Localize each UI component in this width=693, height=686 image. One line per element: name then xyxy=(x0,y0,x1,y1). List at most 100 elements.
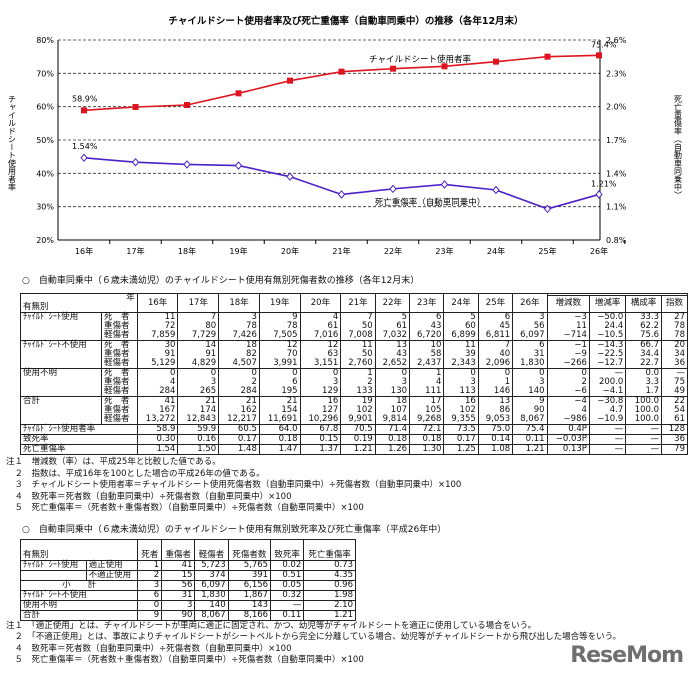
data-point xyxy=(596,52,602,59)
value-cell: 0.05 xyxy=(270,579,305,590)
data-point xyxy=(493,58,499,65)
row-sub-label: 重傷者 xyxy=(101,406,138,415)
value-cell: 75 xyxy=(661,378,688,387)
value-cell: — xyxy=(588,444,627,455)
value-cell: 1.48 xyxy=(218,444,260,455)
year-header: 19年 xyxy=(258,293,301,313)
row-label: ﾁｬｲﾙﾄﾞｼｰﾄ使用者率 xyxy=(20,424,138,435)
value-cell: — xyxy=(588,424,627,435)
y-left-tick-label: 60% xyxy=(36,103,54,112)
row-sub-label: 重傷者 xyxy=(101,378,138,387)
x-tick-label: 17年 xyxy=(126,246,144,256)
data-point xyxy=(80,153,88,163)
x-tick-label: 19年 xyxy=(229,246,247,256)
table1-notes: 注１ 増減数（率）は、平成25年と比較した値である。 ２ 指数は、平成16年を1… xyxy=(6,457,687,515)
value-cell: 0.73 xyxy=(303,559,356,570)
value-cell: 6,097 xyxy=(194,579,229,590)
value-cell: 90 xyxy=(161,609,196,621)
y-right-tick-label: 1.7% xyxy=(606,136,627,145)
table-row: 使用不明死 者 0 0 0 0 0 1 0 1 0 0 0 0—0.0— xyxy=(20,368,688,378)
header-row: 年有無別 16年 17年 18年 19年 20年 21年 22年 23年 24年 25年 26年 xyxy=(20,293,689,313)
value-cell: −0.03P xyxy=(546,434,590,445)
value-cell: 82 xyxy=(218,350,260,359)
value-cell: 75.4 xyxy=(512,424,548,435)
x-tick-label: 24年 xyxy=(487,246,505,256)
y-left-axis-label: チャイルドシート使用者率 xyxy=(8,95,17,192)
value-cell: 1 xyxy=(137,559,163,570)
value-cell: 6,156 xyxy=(227,579,272,590)
value-cell: 154 xyxy=(258,406,301,415)
value-cell: 27 xyxy=(661,312,688,322)
casualties-table: 年有無別 16年 17年 18年 19年 20年 21年 22年 23年 24年 25年 26年 増減数… xyxy=(20,293,689,455)
table2-title: ○ 自動車同乗中（６歳未満幼児）のチャイルドシート使用有無別致死率及び死亡重傷率… xyxy=(22,524,447,535)
x-tick-label: 23年 xyxy=(435,246,453,256)
value-cell: 0.15 xyxy=(299,434,342,445)
value-cell: 73.5 xyxy=(443,424,479,435)
note-line: ５ 死亡重傷率＝（死者数＋重傷者数）（自動車同乗中）÷死傷者数（自動車同乗中）×… xyxy=(6,655,364,665)
value-cell: 143 xyxy=(227,599,272,610)
chart-title: チャイルドシート使用者率及び死亡重傷率（自動車同乗中）の推移（各年12月末） xyxy=(168,15,523,27)
y-right-axis-label: 死亡重傷率（自動車同乗中） xyxy=(674,95,683,199)
note-line: 注１ 増減数（率）は、平成25年と比較した値である。 xyxy=(6,457,221,467)
table-row: ﾁｬｲﾙﾄﾞｼｰﾄ使用 適正使用 1 41 5,723 5,765 0.02 0.73 xyxy=(20,559,356,571)
data-label: 1.54% xyxy=(72,142,98,151)
value-cell: 1,867 xyxy=(227,589,272,600)
value-cell: 31 xyxy=(512,350,548,359)
corner-cell: 年有無別 xyxy=(20,293,138,313)
year-header: 20年 xyxy=(299,293,342,313)
value-cell: 60.5 xyxy=(218,424,260,435)
value-cell: 56 xyxy=(512,322,548,331)
value-cell: 1.30 xyxy=(409,444,445,455)
extra-header: 増減数 xyxy=(546,294,590,314)
row-group-label: ﾁｬｲﾙﾄﾞｼｰﾄ不使用 xyxy=(20,340,102,350)
value-cell: 0.11 xyxy=(270,609,305,621)
column-header: 重傷者 xyxy=(161,538,196,561)
value-cell: 31 xyxy=(161,589,196,600)
value-cell: 1.21 xyxy=(303,609,356,621)
value-cell: 12 xyxy=(258,340,301,350)
value-cell: 0.13P xyxy=(546,444,590,455)
value-cell: 1.54 xyxy=(136,444,179,455)
value-cell: 3 xyxy=(512,378,548,387)
row-group-label: 合計 xyxy=(20,396,102,406)
row-sub-label: 軽傷者 xyxy=(101,415,138,425)
value-cell: 20 xyxy=(661,340,688,350)
value-cell: — xyxy=(588,434,627,445)
value-cell: 36 xyxy=(661,434,688,445)
corner-year-label: 年 xyxy=(126,293,135,303)
value-cell: 5,723 xyxy=(194,559,229,570)
value-cell: 0.32 xyxy=(270,589,305,600)
year-header: 16年 xyxy=(136,293,179,313)
year-header: 26年 xyxy=(512,293,548,313)
y-left-tick-label: 30% xyxy=(36,203,54,212)
value-cell: 78 xyxy=(218,322,260,331)
value-cell: 0.16 xyxy=(177,434,220,445)
data-point xyxy=(389,184,397,194)
note-line: ２ 指数は、平成16年を100とした場合の平成26年の値である。 xyxy=(6,468,265,479)
table2-notes: ReseMom 注１ 「適正使用」とは、チャイルドシートが車両に適正に固定され、… xyxy=(6,621,687,667)
row-sub-label: 死 者 xyxy=(101,396,138,406)
resemom-watermark-logo: ReseMom xyxy=(570,642,684,668)
row-label: 死亡重傷率 xyxy=(20,444,138,455)
row-label: 致死率 xyxy=(20,434,138,445)
y-left-tick-label: 70% xyxy=(36,69,54,78)
value-cell: — xyxy=(625,444,663,455)
value-cell: 72.1 xyxy=(409,424,445,435)
value-cell: 78 xyxy=(258,322,301,331)
data-point xyxy=(390,65,396,72)
value-cell: 374 xyxy=(194,569,229,580)
header-row-2: 増減数 増減率 構成率 指数 xyxy=(21,294,688,314)
table-row: ﾁｬｲﾙﾄﾞｼｰﾄ不使用 6 31 1,830 1,867 0.32 1.98 xyxy=(19,589,356,600)
value-cell: 0 xyxy=(258,368,301,378)
y-right-tick-label: 1.1% xyxy=(606,203,627,212)
year-header: 22年 xyxy=(374,293,411,313)
data-point xyxy=(543,204,552,214)
year-header: 25年 xyxy=(477,293,514,313)
value-cell: 9 xyxy=(137,609,163,621)
row-group-label: 使用不明 xyxy=(20,368,102,378)
value-cell: — xyxy=(625,434,663,445)
value-cell: 0.51 xyxy=(270,569,305,580)
value-cell: 1.26 xyxy=(374,444,411,455)
summary-row: ﾁｬｲﾙﾄﾞｼｰﾄ使用者率 58.9 59.9 60.5 64.0 67.8 70.5 71.… xyxy=(20,424,688,435)
data-point xyxy=(184,102,190,108)
